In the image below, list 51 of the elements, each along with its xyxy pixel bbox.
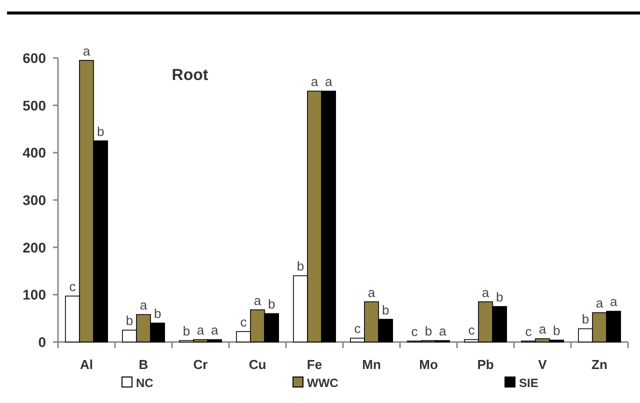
data-label: a bbox=[482, 284, 490, 300]
data-label: a bbox=[538, 322, 547, 337]
y-tick-label: 600 bbox=[22, 50, 46, 66]
x-tick-label: V bbox=[538, 357, 548, 372]
x-tick-label: B bbox=[138, 357, 148, 372]
x-tick-label: Pb bbox=[477, 357, 494, 372]
x-tick-label: Fe bbox=[306, 357, 322, 372]
data-label: b bbox=[154, 306, 162, 322]
data-label: a bbox=[610, 294, 618, 310]
x-tick-label: Mo bbox=[419, 357, 438, 372]
data-label: b bbox=[424, 324, 432, 339]
y-tick-label: 300 bbox=[22, 192, 46, 208]
data-label: c bbox=[354, 321, 362, 336]
data-label: c bbox=[240, 314, 248, 330]
data-label: b bbox=[582, 312, 590, 327]
text: Root bbox=[172, 67, 209, 84]
data-label: c bbox=[411, 324, 418, 340]
x-tick-label: Mn bbox=[362, 357, 381, 372]
legend-label: SIE bbox=[519, 376, 538, 390]
data-label: a bbox=[196, 322, 205, 338]
data-label: c bbox=[468, 322, 476, 338]
data-label: a bbox=[438, 324, 447, 339]
data-label: b bbox=[296, 258, 304, 274]
data-label: a bbox=[310, 74, 319, 90]
data-label: b bbox=[96, 124, 104, 139]
x-tick-label: Cr bbox=[193, 357, 208, 372]
x-tick-label: Cu bbox=[248, 357, 266, 372]
data-label: b bbox=[182, 324, 190, 339]
y-tick-label: 400 bbox=[22, 144, 46, 161]
data-label: b bbox=[382, 302, 390, 318]
y-tick-label: 0 bbox=[38, 334, 46, 350]
data-label: a bbox=[596, 296, 604, 311]
data-label: a bbox=[324, 74, 333, 90]
data-label: a bbox=[82, 43, 91, 58]
x-tick-label: Al bbox=[80, 357, 93, 372]
y-tick-label: 200 bbox=[22, 239, 46, 256]
data-label: a bbox=[140, 298, 148, 313]
legend-label: WWC bbox=[307, 376, 339, 390]
data-label: b bbox=[126, 313, 134, 328]
data-label: b bbox=[552, 323, 560, 338]
x-tick-label: Zn bbox=[592, 357, 608, 372]
legend-label: NC bbox=[136, 376, 154, 390]
data-label: a bbox=[210, 322, 219, 338]
data-label: b bbox=[496, 290, 504, 304]
data-label: b bbox=[268, 296, 276, 312]
y-tick-label: 100 bbox=[22, 286, 46, 303]
data-label: c bbox=[69, 279, 76, 294]
data-label: a bbox=[254, 292, 262, 308]
data-label: c bbox=[525, 324, 532, 340]
y-tick-label: 500 bbox=[22, 97, 46, 114]
data-label: a bbox=[368, 284, 376, 300]
